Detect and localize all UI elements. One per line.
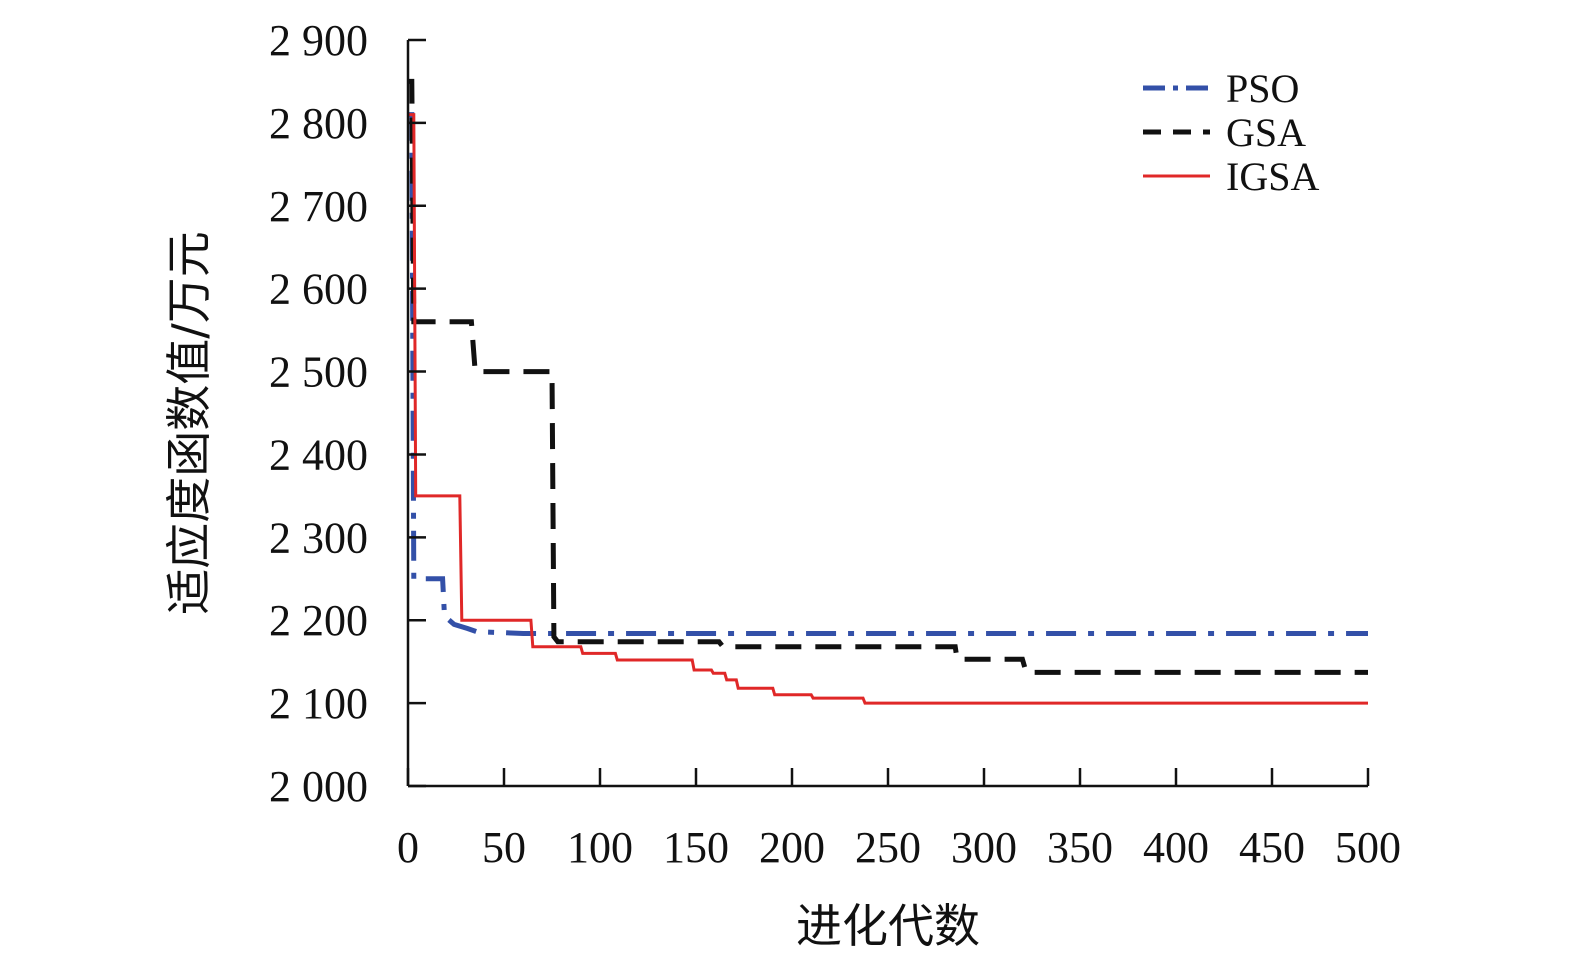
x-tick-label: 250 <box>855 823 921 872</box>
x-tick-label: 300 <box>951 823 1017 872</box>
y-tick-label: 2 700 <box>269 182 368 231</box>
legend-label-igsa: IGSA <box>1226 154 1319 199</box>
x-tick-label: 200 <box>759 823 825 872</box>
x-tick-label: 500 <box>1335 823 1401 872</box>
y-tick-label: 2 300 <box>269 513 368 562</box>
x-tick-label: 350 <box>1047 823 1113 872</box>
series-layer <box>408 78 1368 705</box>
y-tick-label: 2 600 <box>269 265 368 314</box>
y-tick-label: 2 900 <box>269 16 368 65</box>
x-tick-label: 150 <box>663 823 729 872</box>
legend-label-pso: PSO <box>1226 66 1299 111</box>
x-axis-title: 进化代数 <box>796 899 980 953</box>
y-tick-label: 2 800 <box>269 99 368 148</box>
y-tick-label: 2 400 <box>269 430 368 479</box>
y-tick-label: 2 200 <box>269 596 368 645</box>
y-axis-title: 适应度函数值/万元 <box>162 231 216 615</box>
x-tick-label: 100 <box>567 823 633 872</box>
series-line-igsa <box>408 113 1368 705</box>
x-tick-label: 50 <box>482 823 526 872</box>
tick-labels: 2 000 2 100 2 200 2 300 2 400 2 500 2 600 2 700… <box>269 16 1401 872</box>
series-line-gsa <box>408 78 1368 675</box>
series-line-pso <box>408 112 1368 636</box>
x-tick-label: 450 <box>1239 823 1305 872</box>
x-tick-label: 400 <box>1143 823 1209 872</box>
y-tick-label: 2 000 <box>269 762 368 811</box>
x-tick-label: 0 <box>397 823 419 872</box>
y-tick-label: 2 500 <box>269 348 368 397</box>
y-tick-label: 2 100 <box>269 679 368 728</box>
legend-label-gsa: GSA <box>1226 110 1306 155</box>
axes-layer <box>406 38 1370 788</box>
